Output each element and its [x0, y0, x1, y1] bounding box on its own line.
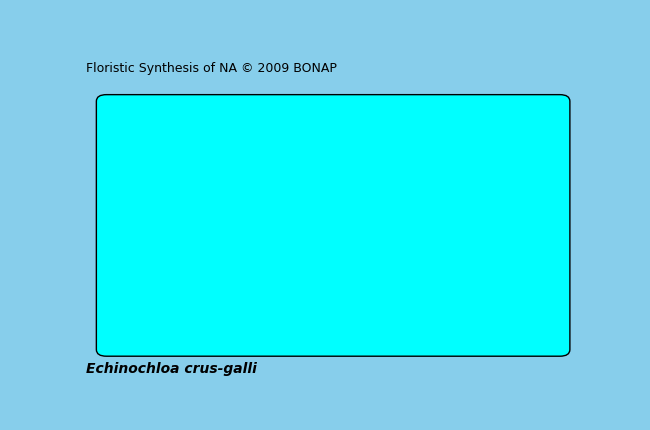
Text: Floristic Synthesis of NA © 2009 BONAP: Floristic Synthesis of NA © 2009 BONAP — [86, 61, 337, 74]
Text: Echinochloa crus-galli: Echinochloa crus-galli — [86, 362, 257, 376]
FancyBboxPatch shape — [96, 95, 570, 356]
